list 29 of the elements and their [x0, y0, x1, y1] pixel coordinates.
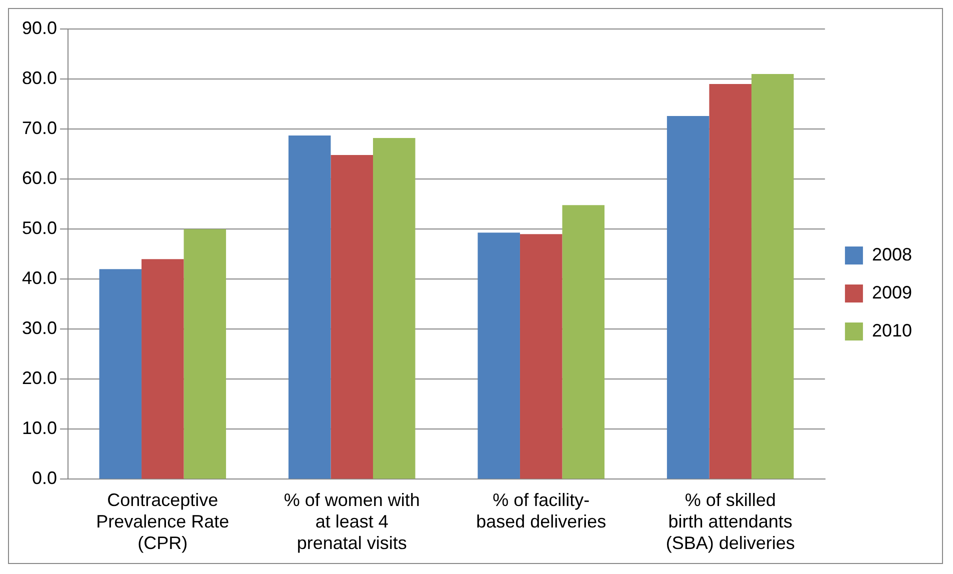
- y-tick-label: 60.0: [22, 168, 58, 188]
- legend-label: 2008: [872, 244, 912, 264]
- y-tick-label: 20.0: [22, 368, 58, 388]
- y-tick-label: 70.0: [22, 118, 58, 138]
- bar: [330, 155, 374, 479]
- x-tick-label: Contraceptive Prevalence Rate (CPR): [96, 490, 230, 554]
- bar: [709, 84, 752, 479]
- bar: [751, 74, 794, 479]
- y-tick-label: 0.0: [32, 468, 58, 488]
- bar: [520, 234, 562, 479]
- bar: [478, 232, 520, 479]
- x-tick-label: % of skilled birth attendants (SBA) deliveries: [666, 490, 795, 554]
- bar: [373, 138, 416, 479]
- bar: [99, 269, 142, 479]
- y-tick-label: 50.0: [22, 218, 58, 238]
- y-tick-label: 10.0: [22, 418, 58, 438]
- x-tick-label: % of women with at least 4 prenatal visits: [284, 490, 420, 554]
- y-tick-label: 80.0: [22, 68, 58, 88]
- legend-label: 2010: [872, 320, 912, 340]
- bar: [562, 205, 605, 479]
- y-tick-label: 40.0: [22, 268, 58, 288]
- legend-label: 2009: [872, 282, 912, 302]
- y-tick-label: 90.0: [22, 18, 58, 38]
- bar: [666, 116, 710, 479]
- bar: [288, 136, 331, 479]
- bar: [142, 259, 184, 479]
- bar: [184, 229, 226, 479]
- x-tick-label: % of facility-based deliveries: [476, 490, 606, 532]
- y-tick-label: 30.0: [22, 318, 58, 338]
